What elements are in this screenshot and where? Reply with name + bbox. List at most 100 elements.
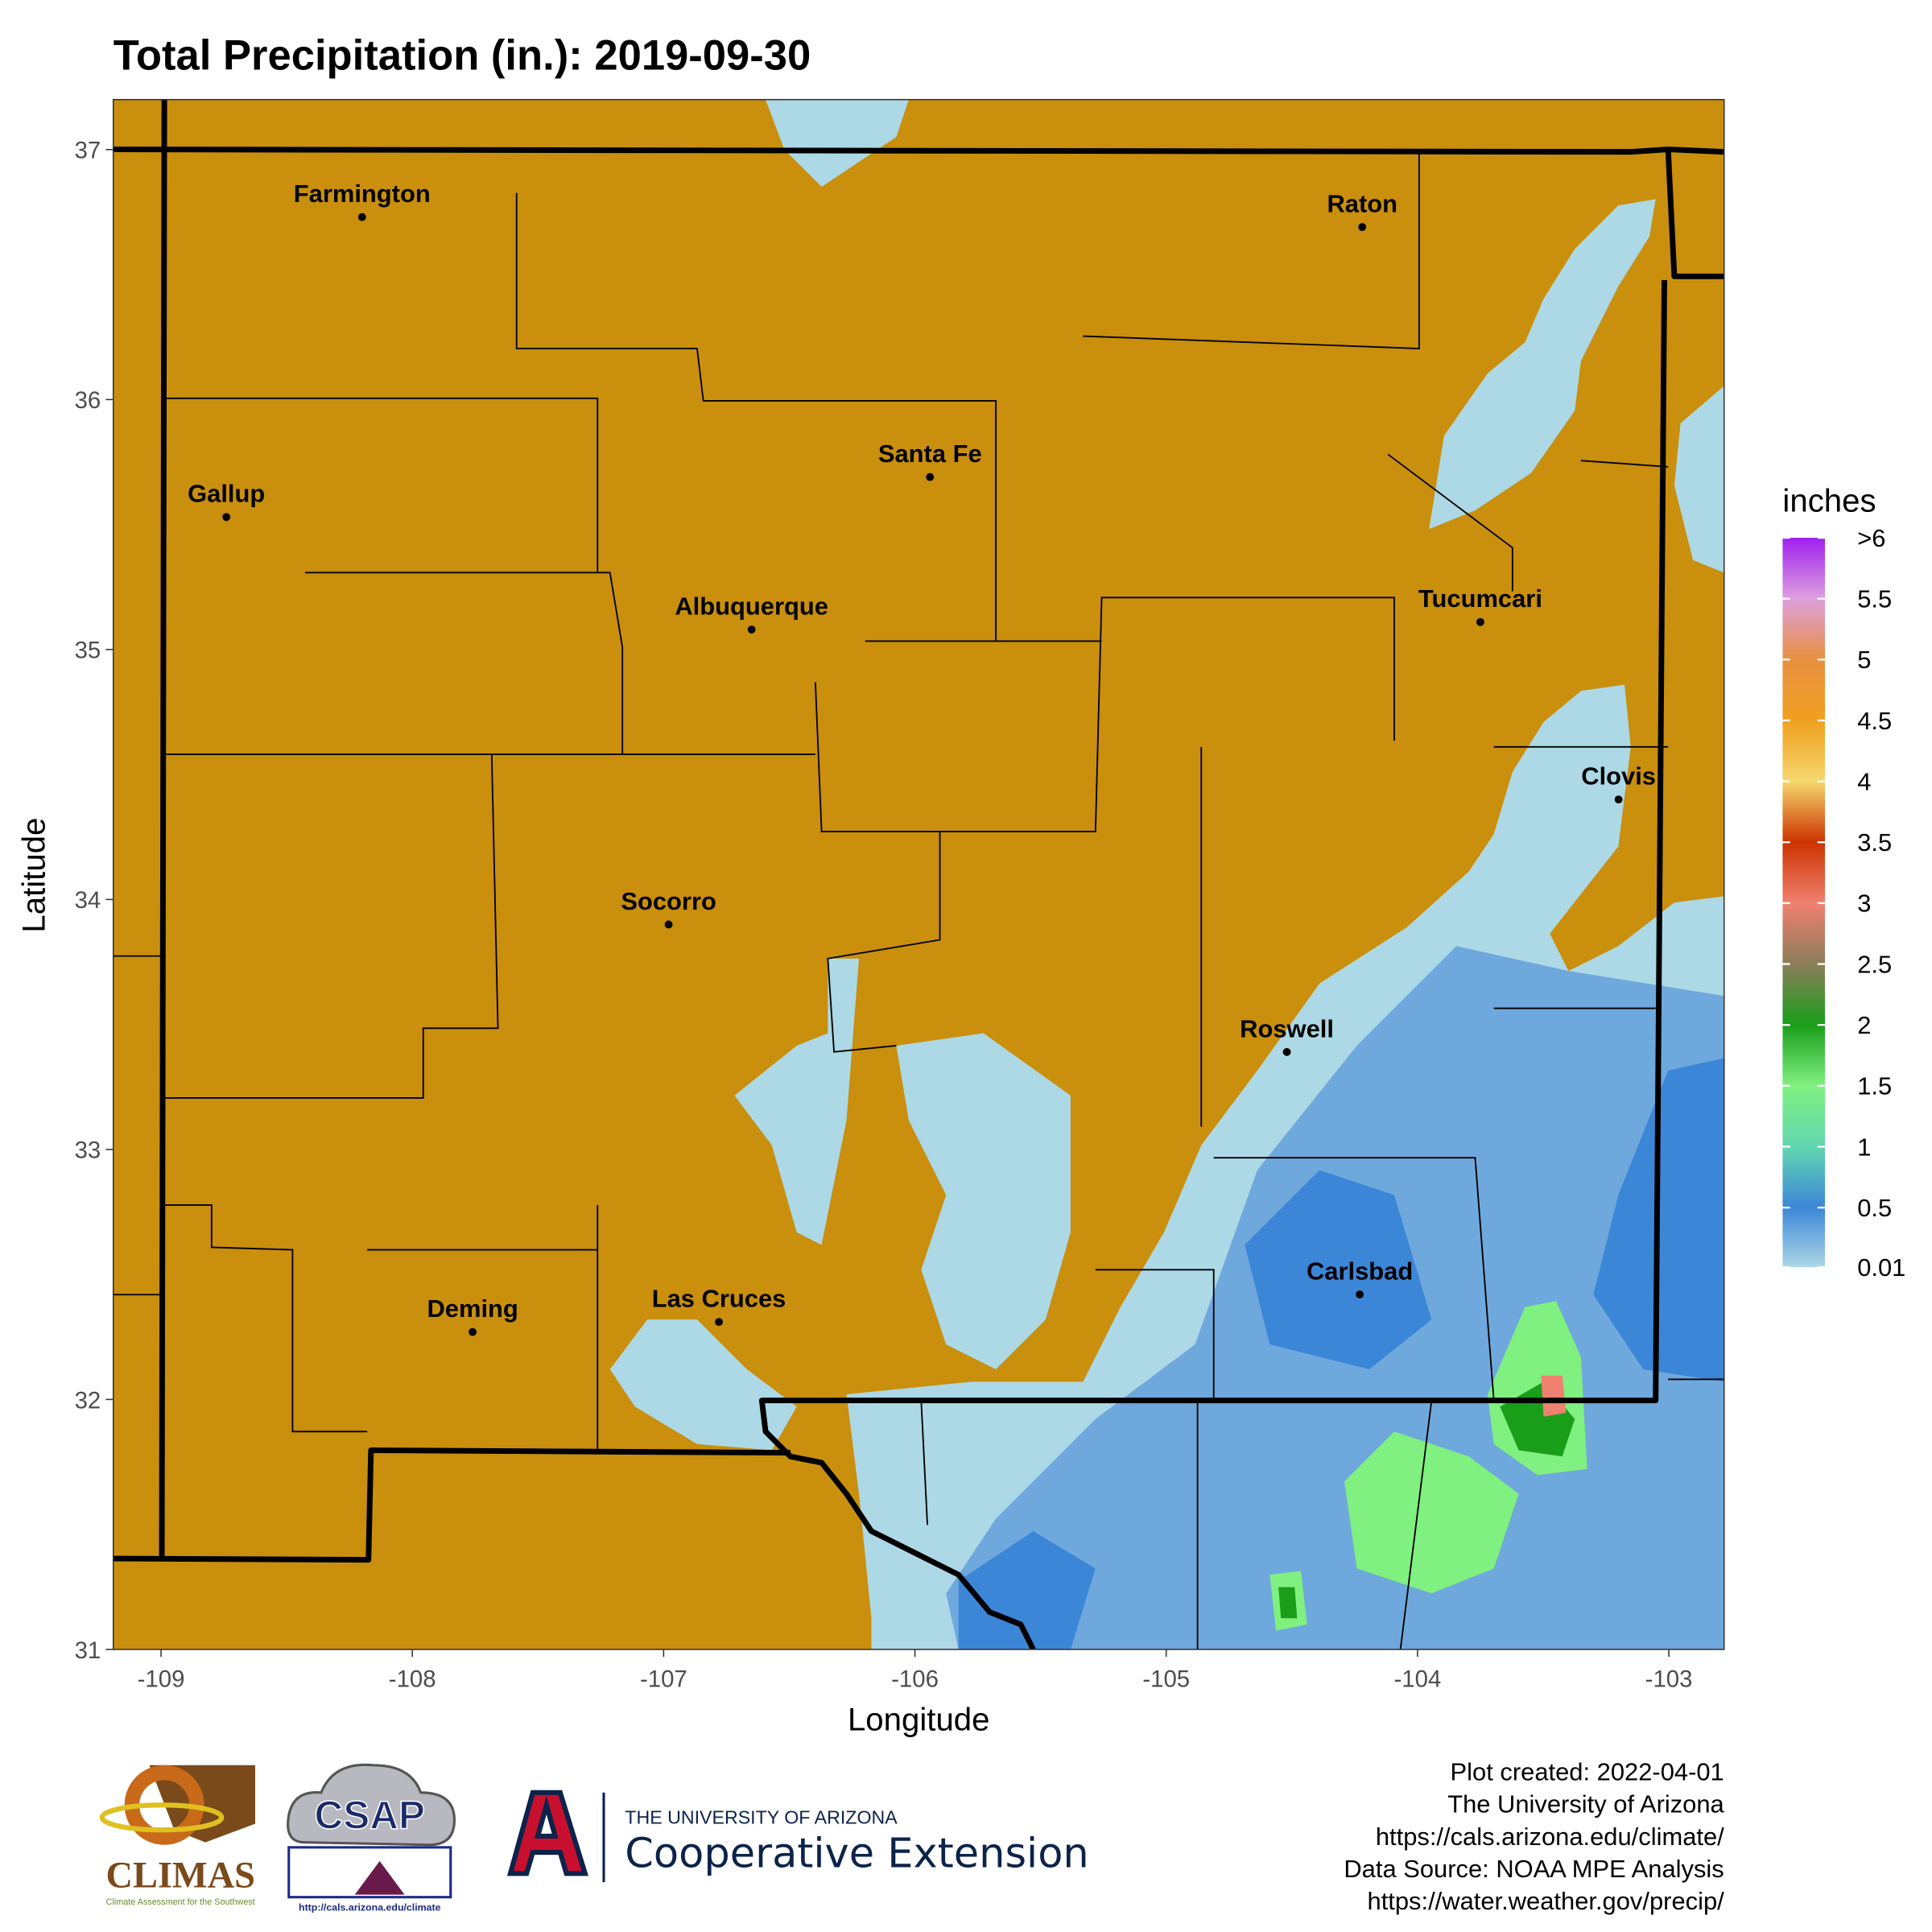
y-tick-label: 37 [75,138,101,164]
county-line [1387,453,1513,592]
city-label: Roswell [1240,1014,1334,1042]
county-line [162,397,599,573]
legend-title: inches [1782,483,1876,519]
y-tick-label: 35 [75,638,101,664]
city-point [926,473,935,481]
county-line [1095,1269,1215,1401]
footer-line: https://cals.arizona.edu/climate/ [1376,1823,1724,1851]
y-tick-label: 31 [75,1637,101,1664]
county-lines [113,149,1724,1649]
logo-shape [506,1790,588,1876]
city-point [1476,617,1484,626]
county-line [1213,1157,1495,1401]
city-label: Albuquerque [675,592,828,620]
precip-area [1429,199,1656,530]
legend-label: 3 [1857,890,1871,918]
state-line [113,147,1724,155]
county-line [1083,149,1420,349]
footer-line: Plot created: 2022-04-01 [1451,1757,1724,1785]
city-label: Las Cruces [652,1285,786,1313]
x-tick-label: -103 [1645,1666,1693,1692]
chart-title: Total Precipitation (in.): 2019-09-30 [114,32,811,80]
logo-text: THE UNIVERSITY OF ARIZONA [625,1806,898,1827]
state-line [1665,149,1724,279]
precip-area [1541,1375,1567,1417]
legend-label: 5 [1857,646,1871,674]
legend-label: 3.5 [1857,828,1892,857]
state-line [113,1447,791,1563]
y-tick-label: 36 [75,387,101,414]
logo-text: CLIMAS [105,1855,255,1896]
footer: Plot created: 2022-04-01 The University … [1344,1757,1724,1915]
county-line [920,1400,928,1525]
precip-area [1344,1431,1519,1594]
legend-label: 4.5 [1857,707,1892,735]
x-tick-label: -109 [138,1666,185,1692]
county-line [827,831,941,1053]
logo-shape [354,1860,405,1895]
x-tick-label: -106 [891,1666,939,1692]
footer-line: https://water.weather.gov/precip/ [1368,1887,1725,1915]
state-line [758,279,1668,1649]
precip-area [1245,1170,1432,1370]
county-line [515,192,997,642]
precip-area [1278,1587,1298,1619]
county-line [162,1203,368,1433]
y-tick-label: 34 [75,887,101,914]
legend-label: 2.5 [1857,950,1892,978]
logo-text: CSAP [315,1794,425,1838]
logo-shape [99,1802,225,1833]
y-tick-label: 32 [75,1387,101,1414]
csap-logo: CSAP http://cals.arizona.edu/climate [287,1763,456,1913]
city-label: Deming [427,1294,518,1323]
city-label: Farmington [294,180,431,208]
legend-label: 1 [1857,1133,1871,1161]
city-label: Santa Fe [878,440,982,468]
legend-label: 1.5 [1857,1072,1892,1100]
city-point [1282,1047,1291,1056]
legend-label: 4 [1857,767,1871,795]
city-point [664,920,673,929]
x-axis-label: Longitude [848,1701,990,1737]
city-label: Gallup [188,480,265,508]
precip-area [766,99,909,187]
x-tick-label: -108 [389,1666,436,1692]
x-tick-label: -104 [1394,1666,1442,1692]
logo-shape [287,1763,456,1847]
x-tick-label: -107 [640,1666,687,1692]
logo-text: Cooperative Extension [625,1831,1088,1878]
city-point [715,1318,724,1327]
legend-label: 5.5 [1857,585,1892,613]
city-label: Tucumcari [1418,584,1542,613]
city-point [1614,795,1623,804]
county-line [304,572,624,755]
county-line [814,597,1395,832]
precip-area [896,1033,1071,1370]
county-line [1580,460,1669,468]
y-axis-label: Latitude [16,818,52,933]
city-label: Raton [1327,190,1397,218]
ua-logo: THE UNIVERSITY OF ARIZONA Cooperative Ex… [506,1790,1089,1883]
county-line [1399,1400,1433,1649]
footer-line: The University of Arizona [1447,1790,1724,1818]
county-line [162,754,499,1099]
precip-area [958,1531,1096,1649]
precip-area [609,1319,797,1451]
city-label: Clovis [1581,762,1656,791]
city-point [747,625,756,634]
plot-border [112,98,1725,1650]
state-lines [113,99,1724,1649]
legend-label: 2 [1857,1011,1871,1039]
city-point [222,513,231,522]
legend-label: >6 [1857,524,1885,552]
y-tick-label: 33 [75,1137,101,1164]
city-point [469,1327,477,1336]
logo-text: http://cals.arizona.edu/climate [299,1902,441,1913]
climas-logo: CLIMAS Climate Assessment for the Southw… [99,1765,256,1907]
city-point [1356,1290,1364,1298]
state-line [159,99,167,1556]
footer-line: Data Source: NOAA MPE Analysis [1344,1855,1724,1883]
city-point [1358,223,1367,232]
